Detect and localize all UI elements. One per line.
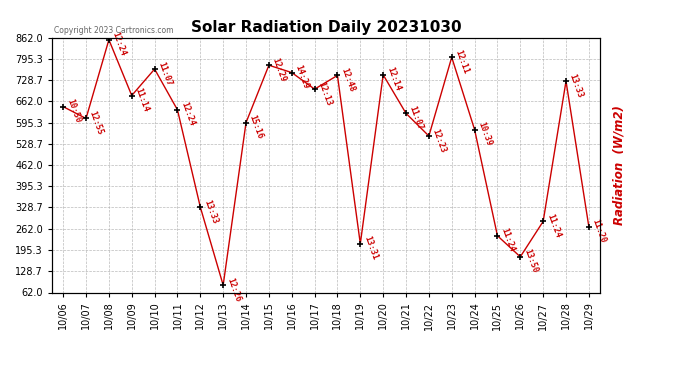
Text: 11:14: 11:14	[134, 87, 150, 113]
Text: 11:07: 11:07	[157, 60, 173, 87]
Text: 13:50: 13:50	[522, 248, 539, 274]
Text: 14:29: 14:29	[293, 64, 310, 90]
Text: 12:11: 12:11	[453, 48, 471, 75]
Text: 11:24: 11:24	[545, 213, 562, 239]
Title: Solar Radiation Daily 20231030: Solar Radiation Daily 20231030	[190, 20, 462, 35]
Text: 11:07: 11:07	[408, 105, 425, 131]
Text: 11:24: 11:24	[500, 227, 516, 254]
Text: Copyright 2023 Cartronics.com: Copyright 2023 Cartronics.com	[55, 26, 174, 35]
Text: 11:20: 11:20	[591, 218, 608, 244]
Text: 12:24: 12:24	[110, 31, 128, 57]
Text: 12:26: 12:26	[225, 276, 242, 303]
Text: 12:24: 12:24	[179, 101, 196, 128]
Text: 13:33: 13:33	[202, 198, 219, 225]
Text: 12:13: 12:13	[317, 80, 333, 107]
Y-axis label: Radiation  (W/m2): Radiation (W/m2)	[612, 105, 625, 225]
Text: 12:48: 12:48	[339, 67, 356, 93]
Text: 12:23: 12:23	[431, 127, 448, 154]
Text: 12:14: 12:14	[385, 66, 402, 93]
Text: 12:55: 12:55	[88, 110, 105, 136]
Text: 15:16: 15:16	[248, 114, 265, 140]
Text: 12:29: 12:29	[270, 56, 288, 83]
Text: 13:33: 13:33	[568, 72, 585, 99]
Text: 13:31: 13:31	[362, 235, 379, 261]
Text: 10:39: 10:39	[476, 121, 493, 147]
Text: 10:50: 10:50	[65, 98, 82, 124]
